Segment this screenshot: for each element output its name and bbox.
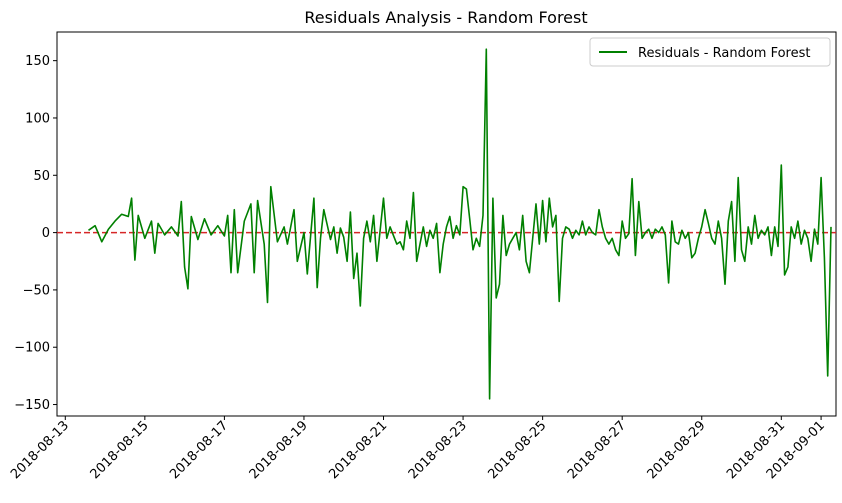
y-tick-label: −150 [14, 398, 50, 413]
plot-area [56, 31, 837, 417]
x-tick-label: 2018-08-21 [326, 418, 390, 482]
y-tick-label: −50 [23, 283, 50, 298]
x-tick-label: 2018-08-15 [88, 418, 152, 482]
legend-box [589, 37, 831, 67]
y-tick-label: 50 [33, 169, 50, 184]
x-tick-label: 2018-08-23 [406, 418, 470, 482]
x-tick-label: 2018-08-19 [247, 418, 311, 482]
y-axis: 150 100 50 0 −50 −100 −150 [14, 54, 57, 413]
x-tick-label: 2018-08-25 [485, 418, 549, 482]
y-tick-label: 0 [42, 226, 50, 241]
x-tick-label: 2018-08-27 [565, 418, 629, 482]
y-tick-label: −100 [14, 341, 50, 356]
y-tick-label: 150 [25, 54, 50, 69]
x-tick-label: 2018-08-13 [8, 418, 72, 482]
x-tick-label: 2018-08-17 [167, 418, 231, 482]
legend: Residuals - Random Forest [589, 37, 831, 67]
y-tick-label: 100 [25, 111, 50, 126]
x-tick-label: 2018-08-29 [645, 418, 709, 482]
legend-label: Residuals - Random Forest [638, 46, 810, 61]
x-axis: 2018-08-13 2018-08-15 2018-08-17 2018-08-19… [8, 416, 828, 482]
chart-title: Residuals Analysis - Random Forest [304, 8, 587, 27]
series-line-residuals [88, 48, 832, 400]
